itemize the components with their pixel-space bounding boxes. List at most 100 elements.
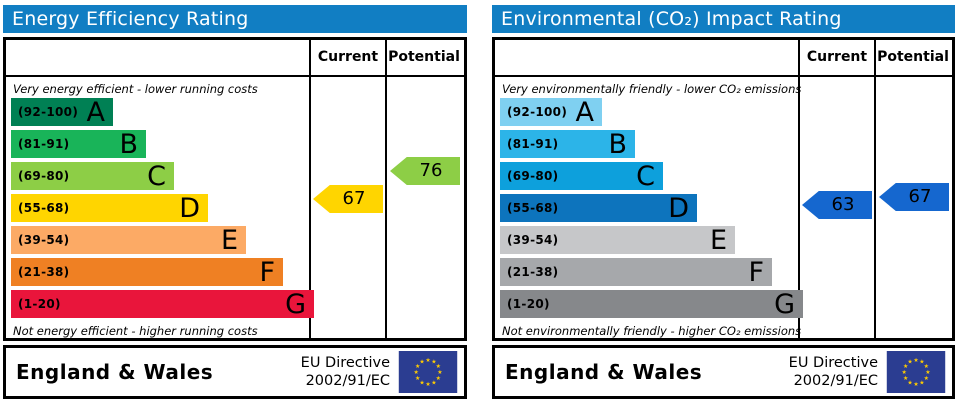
svg-text:★: ★ [431, 379, 436, 386]
svg-text:★: ★ [907, 359, 912, 366]
energy-footer: England & Wales EU Directive 2002/91/EC … [3, 345, 467, 399]
band-a: (92-100) A [11, 97, 113, 128]
potential-column-header: Potential [877, 49, 949, 65]
band-a: (92-100) A [500, 97, 602, 128]
svg-text:★: ★ [919, 359, 924, 366]
svg-text:★: ★ [425, 381, 430, 388]
band-range: (92-100) [18, 105, 79, 119]
band-range: (69-80) [18, 169, 70, 183]
bottom-note: Not environmentally friendly - higher CO… [502, 324, 802, 338]
band-range: (39-54) [507, 233, 559, 247]
header-row-divider [495, 75, 952, 77]
svg-text:★: ★ [924, 363, 929, 370]
band-g: (1-20) G [500, 289, 803, 320]
svg-text:★: ★ [913, 381, 918, 388]
column-divider [798, 40, 800, 338]
svg-text:★: ★ [436, 363, 441, 370]
band-range: (69-80) [507, 169, 559, 183]
current-column-header: Current [806, 49, 868, 65]
band-range: (39-54) [18, 233, 70, 247]
header-row-divider [6, 75, 464, 77]
potential-rating-value: 67 [908, 186, 932, 207]
band-letter: G [774, 289, 795, 320]
band-range: (92-100) [507, 105, 568, 119]
current-rating-value: 63 [831, 194, 855, 215]
column-divider [385, 40, 387, 338]
potential-rating-value: 76 [419, 160, 443, 181]
svg-text:★: ★ [903, 375, 908, 382]
svg-text:★: ★ [901, 369, 906, 376]
svg-text:★: ★ [924, 375, 929, 382]
svg-text:★: ★ [903, 363, 908, 370]
region-label: England & Wales [16, 360, 214, 384]
band-letter: A [86, 97, 105, 128]
band-g: (1-20) G [11, 289, 314, 320]
band-letter: F [259, 257, 275, 288]
band-range: (81-91) [507, 137, 559, 151]
band-range: (55-68) [507, 201, 559, 215]
svg-text:★: ★ [436, 375, 441, 382]
environmental-impact-panel: Environmental (CO₂) Impact Rating Curren… [492, 0, 955, 404]
environmental-chart-box: Current Potential Very environmentally f… [492, 37, 955, 341]
column-divider [309, 40, 311, 338]
current-rating-value: 67 [342, 188, 366, 209]
eu-directive-line2: 2002/91/EC [305, 373, 390, 389]
band-letter: C [147, 161, 166, 192]
svg-text:★: ★ [913, 357, 918, 364]
band-letter: C [636, 161, 655, 192]
energy-chart-box: Current Potential Very energy efficient … [3, 37, 467, 341]
eu-directive-line1: EU Directive [300, 354, 390, 371]
band-letter: D [179, 193, 200, 224]
top-note: Very environmentally friendly - lower CO… [502, 82, 802, 96]
band-f: (21-38) F [500, 257, 772, 288]
eu-directive-label: EU Directive 2002/91/EC [789, 348, 878, 396]
band-letter: E [709, 225, 727, 256]
svg-text:★: ★ [431, 359, 436, 366]
svg-text:★: ★ [419, 359, 424, 366]
band-c: (69-80) C [500, 161, 663, 192]
band-e: (39-54) E [11, 226, 246, 255]
svg-text:★: ★ [919, 379, 924, 386]
eu-directive-line1: EU Directive [788, 354, 878, 371]
current-column-header: Current [317, 49, 379, 65]
band-letter: G [285, 289, 306, 320]
eu-flag-icon: ★ ★★ ★★★ ★★★ ★★★ [398, 351, 458, 393]
svg-text:★: ★ [925, 369, 930, 376]
band-b: (81-91) B [500, 129, 635, 160]
potential-column-header: Potential [388, 49, 460, 65]
svg-text:★: ★ [907, 379, 912, 386]
band-range: (21-38) [18, 265, 70, 279]
column-divider [874, 40, 876, 338]
band-range: (21-38) [507, 265, 559, 279]
top-note: Very energy efficient - lower running co… [13, 82, 258, 96]
region-label: England & Wales [505, 360, 703, 384]
eu-directive-label: EU Directive 2002/91/EC [301, 348, 390, 396]
band-letter: A [575, 97, 594, 128]
environmental-panel-title: Environmental (CO₂) Impact Rating [492, 5, 955, 33]
band-f: (21-38) F [11, 257, 283, 288]
svg-text:★: ★ [425, 357, 430, 364]
band-d: (55-68) D [11, 193, 208, 224]
band-range: (1-20) [507, 297, 550, 311]
current-rating-arrow: 67 [313, 185, 383, 213]
eu-flag-icon: ★ ★★ ★★★ ★★★ ★★★ [886, 351, 946, 393]
bottom-note: Not energy efficient - higher running co… [13, 324, 258, 338]
current-rating-arrow: 63 [802, 191, 872, 219]
environmental-footer: England & Wales EU Directive 2002/91/EC … [492, 345, 955, 399]
energy-panel-title: Energy Efficiency Rating [3, 5, 467, 33]
band-letter: B [608, 129, 627, 160]
band-letter: D [668, 193, 689, 224]
potential-rating-arrow: 76 [390, 157, 460, 185]
svg-text:★: ★ [415, 363, 420, 370]
svg-text:★: ★ [437, 369, 442, 376]
band-c: (69-80) C [11, 161, 174, 192]
band-letter: F [748, 257, 764, 288]
band-e: (39-54) E [500, 225, 735, 256]
svg-text:★: ★ [413, 369, 418, 376]
band-range: (1-20) [18, 297, 61, 311]
energy-efficiency-panel: Energy Efficiency Rating Current Potenti… [3, 0, 467, 404]
eu-directive-line2: 2002/91/EC [793, 373, 878, 389]
band-d: (55-68) D [500, 193, 697, 224]
band-letter: B [119, 129, 138, 160]
